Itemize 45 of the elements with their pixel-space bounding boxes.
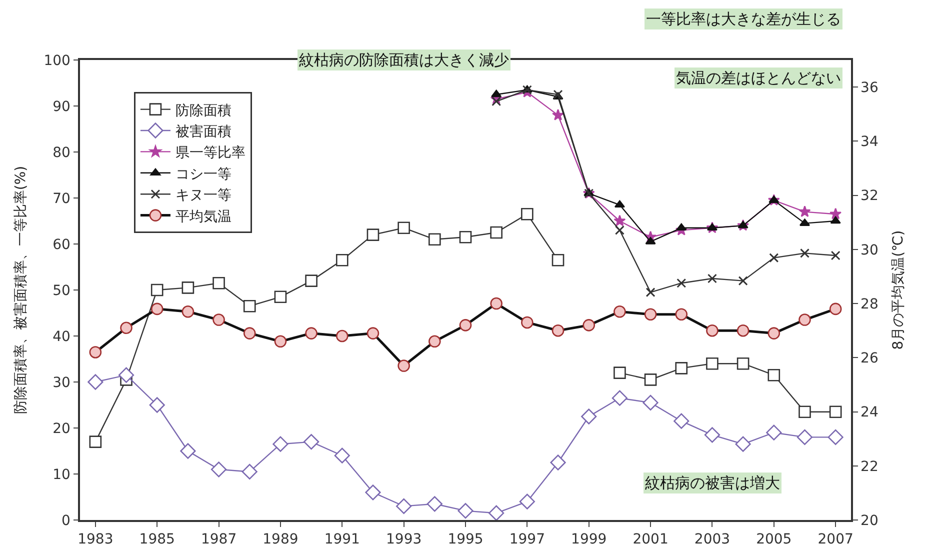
legend-label: 平均気温 — [175, 208, 232, 225]
x-tick-label: 2003 — [694, 532, 730, 548]
annotation: 紋枯病の被害は増大 — [645, 474, 780, 492]
y-tick-label: 90 — [52, 98, 70, 115]
y-tick-label: 100 — [44, 52, 70, 69]
x-tick-label: 2007 — [818, 532, 854, 548]
x-tick-label: 1993 — [386, 532, 422, 548]
x-tick-label: 1995 — [448, 532, 484, 548]
legend-label: 県一等比率 — [175, 145, 246, 162]
y2-tick-label: 30 — [860, 242, 878, 258]
annotation: 気温の差はほとんどない — [676, 69, 841, 87]
x-tick-label: 1985 — [139, 532, 175, 548]
y-tick-label: 40 — [52, 328, 70, 345]
y2-tick-label: 22 — [860, 458, 878, 475]
y-tick-label: 30 — [52, 374, 70, 391]
y2-tick-label: 26 — [860, 350, 878, 367]
y2-axis-title: 8月の平均気温(℃) — [890, 230, 906, 350]
x-tick-label: 2001 — [632, 532, 668, 548]
legend-label: コシ一等 — [175, 166, 232, 182]
x-tick-label: 1987 — [200, 532, 237, 548]
y2-tick-label: 32 — [860, 188, 878, 204]
x-tick-label: 1989 — [262, 532, 298, 548]
y-tick-label: 60 — [52, 236, 70, 253]
y2-tick-label: 34 — [860, 134, 878, 150]
y-axis-title: 防除面積率、被害面積率、一等比率(%) — [12, 166, 29, 414]
x-tick-label: 1991 — [324, 532, 360, 548]
legend-label: 被害面積 — [175, 124, 232, 140]
y2-tick-label: 28 — [860, 296, 878, 312]
x-tick-label: 1999 — [571, 532, 607, 548]
y2-tick-label: 24 — [860, 404, 878, 421]
y-tick-label: 80 — [52, 144, 70, 161]
y-tick-label: 10 — [52, 466, 70, 483]
y-tick-label: 50 — [52, 282, 70, 299]
x-tick-label: 1997 — [509, 532, 545, 548]
text: 一等比率は大きな差が生じる — [646, 10, 841, 28]
y-tick-label: 70 — [52, 190, 70, 207]
y2-tick-label: 36 — [860, 80, 878, 96]
y2-tick-label: 20 — [860, 512, 878, 529]
x-tick-label: 2005 — [756, 532, 792, 548]
x-tick-label: 1983 — [78, 532, 114, 548]
y-tick-label: 20 — [52, 420, 70, 437]
y-tick-label: 0 — [62, 512, 70, 529]
annotation: 紋枯病の防除面積は大きく減少 — [299, 51, 509, 69]
legend-label: キヌ一等 — [175, 188, 232, 204]
legend-label: 防除面積 — [175, 102, 232, 119]
